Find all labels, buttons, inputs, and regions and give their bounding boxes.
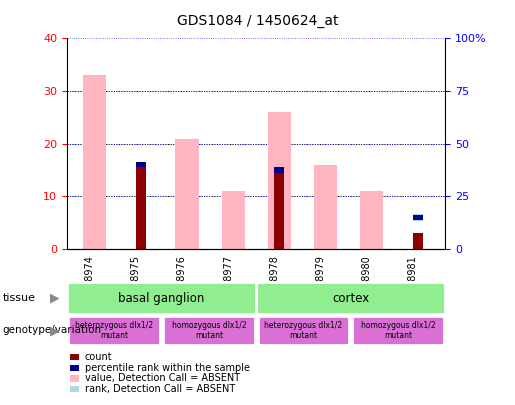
Text: GDS1084 / 1450624_at: GDS1084 / 1450624_at (177, 14, 338, 28)
Bar (136, 165, 146, 249)
Bar (413, 214, 423, 221)
Bar (360, 191, 383, 249)
Text: tissue: tissue (3, 293, 36, 303)
Text: percentile rank within the sample: percentile rank within the sample (85, 363, 250, 373)
Bar (274, 170, 284, 249)
Bar (256, 282, 445, 314)
Text: heterozygous dlx1/2
mutant: heterozygous dlx1/2 mutant (265, 321, 342, 340)
Text: heterozygous dlx1/2
mutant: heterozygous dlx1/2 mutant (75, 321, 153, 340)
Bar (274, 168, 284, 173)
Text: ▶: ▶ (49, 291, 59, 304)
Bar (258, 315, 349, 345)
Bar (176, 139, 198, 249)
Text: genotype/variation: genotype/variation (3, 326, 101, 335)
Bar (68, 315, 160, 345)
Bar (83, 75, 106, 249)
Text: homozygous dlx1/2
mutant: homozygous dlx1/2 mutant (171, 321, 246, 340)
Bar (67, 282, 256, 314)
Bar (268, 112, 291, 249)
Bar (314, 165, 337, 249)
Text: value, Detection Call = ABSENT: value, Detection Call = ABSENT (85, 373, 240, 383)
Text: count: count (85, 352, 113, 362)
Bar (136, 162, 146, 168)
Bar (413, 233, 423, 249)
Text: cortex: cortex (332, 292, 369, 305)
Bar (352, 315, 444, 345)
Text: rank, Detection Call = ABSENT: rank, Detection Call = ABSENT (85, 384, 235, 394)
Text: ▶: ▶ (49, 324, 59, 337)
Bar (221, 191, 245, 249)
Bar (413, 215, 423, 220)
Text: homozygous dlx1/2
mutant: homozygous dlx1/2 mutant (361, 321, 436, 340)
Bar (163, 315, 255, 345)
Text: basal ganglion: basal ganglion (118, 292, 205, 305)
